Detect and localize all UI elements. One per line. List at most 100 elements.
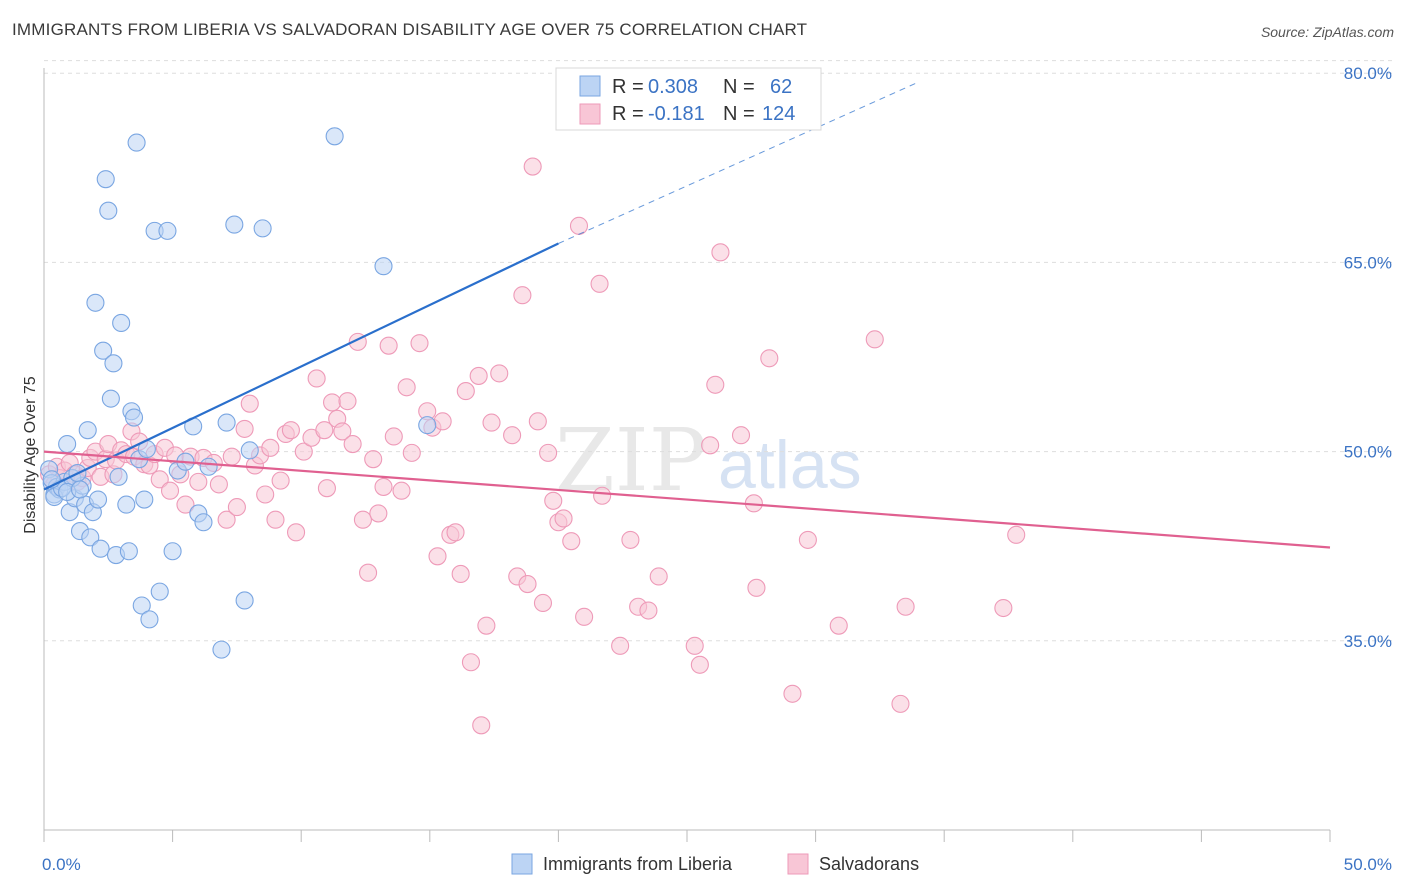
salvadorans-point [353, 510, 372, 529]
salvadorans-point [706, 375, 725, 394]
legend-bottom-liberia: Immigrants from Liberia [543, 854, 733, 874]
liberia-point [94, 341, 113, 360]
grid-lines [44, 60, 1395, 642]
salvadorans-point [528, 412, 547, 431]
salvadorans-point [798, 530, 817, 549]
liberia-point [109, 467, 128, 486]
liberia-point [78, 421, 97, 440]
salvadorans-point [338, 392, 357, 411]
liberia-point [235, 591, 254, 610]
salvadorans-point [240, 394, 259, 413]
salvadorans-point [317, 479, 336, 498]
liberia-point [70, 480, 90, 499]
legend-n-value-1: 62 [770, 76, 792, 98]
salvadorans-point [384, 427, 403, 446]
liberia-point [58, 434, 77, 454]
salvadorans-point [590, 274, 609, 293]
salvadorans-point [994, 598, 1013, 618]
salvadorans-point [359, 563, 378, 582]
salvadorans-point [621, 530, 640, 549]
y-tick-label: 35.0% [1344, 632, 1392, 651]
salvadorans-point [402, 443, 421, 462]
legend-n-value-2: 124 [762, 103, 795, 125]
salvadorans-point [261, 438, 280, 457]
legend-bottom-salvadorans: Salvadorans [819, 854, 919, 874]
salvadorans-point [503, 426, 522, 445]
liberia-points [40, 127, 437, 659]
legend-bottom: Immigrants from Liberia Salvadorans [511, 853, 919, 875]
liberia-point [163, 542, 182, 561]
liberia-point [117, 495, 136, 514]
liberia-point [101, 389, 120, 408]
salvadorans-point [281, 421, 300, 440]
liberia-point [112, 313, 131, 333]
chart-title: IMMIGRANTS FROM LIBERIA VS SALVADORAN DI… [12, 20, 808, 39]
salvadorans-point [711, 243, 730, 262]
y-tick-label: 80.0% [1344, 64, 1392, 83]
salvadorans-point [701, 436, 720, 455]
liberia-point [325, 127, 344, 146]
salvadorans-point [307, 369, 326, 388]
salvadorans-point [287, 523, 306, 542]
liberia-point [374, 257, 393, 276]
salvadorans-point [731, 426, 751, 445]
salvadorans-point [490, 364, 509, 383]
salvadorans-point [343, 434, 362, 454]
salvadorans-point [482, 413, 501, 432]
liberia-point [127, 133, 146, 152]
liberia-point [104, 354, 123, 373]
legend-r-value-1: 0.308 [648, 76, 698, 98]
salvadorans-points [40, 157, 1026, 735]
legend-top: R = 0.308 N = 62 R = -0.181 N = 124 [555, 67, 822, 131]
salvadorans-point [235, 419, 254, 438]
liberia-point [199, 457, 218, 476]
legend-bottom-blue-swatch [511, 853, 533, 875]
legend-top-pink-swatch [579, 103, 601, 125]
salvadorans-point [150, 470, 169, 489]
liberia-point [119, 542, 138, 561]
salvadorans-point [611, 636, 630, 655]
legend-n-label-1: N = [723, 76, 755, 98]
salvadorans-point [392, 481, 411, 500]
salvadorans-point [446, 523, 465, 542]
liberia-point [81, 528, 100, 547]
salvadorans-point [160, 481, 180, 500]
x-tick-label: 0.0% [42, 855, 81, 874]
salvadorans-point [397, 378, 416, 397]
salvadorans-point [379, 336, 398, 355]
salvadorans-point [513, 286, 532, 305]
salvadorans-point [593, 486, 612, 505]
salvadorans-point [333, 422, 352, 441]
x-tick-label: 50.0% [1344, 855, 1392, 874]
salvadorans-trend-line [43, 450, 1331, 549]
tick-labels: 80.0% 65.0% 50.0% 35.0% 0.0% 50.0% [42, 64, 1392, 874]
liberia-point [124, 408, 144, 427]
liberia-point [99, 201, 118, 220]
salvadorans-point [374, 477, 393, 496]
liberia-point [418, 416, 437, 435]
salvadorans-point [477, 616, 496, 635]
salvadorans-point [760, 349, 779, 368]
y-tick-label: 50.0% [1344, 443, 1392, 462]
salvadorans-point [364, 450, 383, 469]
salvadorans-point [461, 653, 481, 672]
salvadorans-point [256, 485, 275, 504]
salvadorans-point [294, 442, 313, 461]
liberia-point [91, 539, 110, 558]
liberia-point [158, 221, 177, 240]
liberia-point [212, 640, 231, 659]
legend-r-label-2: R = [612, 103, 644, 125]
liberia-point [96, 170, 115, 189]
salvadorans-point [747, 578, 766, 597]
liberia-point [240, 441, 259, 460]
salvadorans-point [189, 472, 208, 491]
liberia-point [253, 219, 272, 238]
salvadorans-point [369, 504, 388, 523]
salvadorans-point [523, 157, 542, 176]
salvadorans-point [428, 547, 447, 566]
salvadorans-point [690, 655, 709, 674]
liberia-point [194, 513, 213, 532]
salvadorans-point [222, 447, 241, 466]
liberia-trend-line [43, 242, 559, 491]
